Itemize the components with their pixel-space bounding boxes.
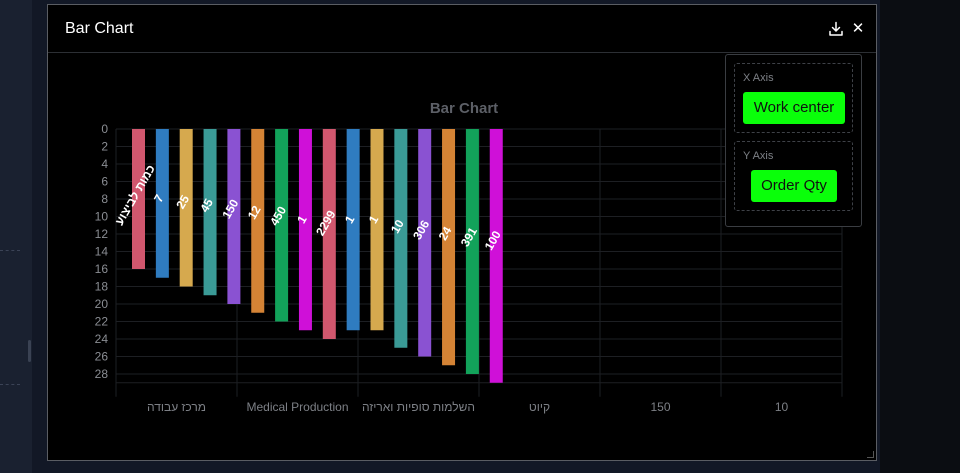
bar — [418, 129, 432, 357]
x-tick-label: השלמות סופיות ואריזה — [362, 400, 475, 414]
y-tick-label: 8 — [101, 192, 108, 206]
bar-series — [132, 129, 503, 383]
y-tick-label: 14 — [95, 245, 109, 259]
chart-grid — [115, 128, 843, 397]
y-tick-label: 28 — [95, 367, 109, 381]
bar — [275, 129, 289, 322]
x-axis: מרכז עבודה Medical Production השלמות סופיו… — [147, 400, 788, 414]
x-axis-dropzone[interactable]: X Axis Work center — [734, 63, 853, 133]
bar — [179, 129, 193, 287]
y-tick-label: 22 — [95, 315, 109, 329]
x-tick-label: 150 — [650, 400, 670, 414]
bar — [298, 129, 312, 331]
axis-selector-panel: X Axis Work center Y Axis Order Qty — [725, 54, 862, 227]
y-axis-dropzone[interactable]: Y Axis Order Qty — [734, 141, 853, 211]
bar — [251, 129, 265, 313]
bar — [132, 129, 145, 269]
x-axis-field-chip[interactable]: Work center — [743, 92, 845, 124]
bar — [155, 129, 169, 278]
y-tick-label: 10 — [95, 210, 109, 224]
x-axis-label: X Axis — [743, 72, 774, 84]
background-sidebar — [0, 0, 32, 473]
x-tick-label: קיוט — [529, 400, 550, 414]
y-tick-label: 18 — [95, 280, 109, 294]
chart-modal: Bar Chart ✕ Bar Chart 0 2 4 6 8 10 12 14 16 18 20 2… — [47, 4, 877, 461]
download-icon[interactable] — [826, 19, 846, 39]
y-tick-label: 12 — [95, 227, 109, 241]
x-tick-label: 10 — [775, 400, 789, 414]
chart-area: Bar Chart 0 2 4 6 8 10 12 14 16 18 20 22 24 26 28 מרכז… — [48, 53, 876, 460]
y-tick-label: 4 — [101, 157, 108, 171]
sidebar-divider — [0, 250, 20, 252]
y-tick-label: 16 — [95, 262, 109, 276]
modal-title: Bar Chart — [65, 20, 134, 37]
y-tick-label: 24 — [95, 332, 109, 346]
data-label: 24 — [436, 224, 455, 243]
data-label: 25 — [173, 192, 192, 211]
y-tick-label: 6 — [101, 175, 108, 189]
bar — [227, 129, 241, 304]
bar — [489, 129, 503, 383]
bar — [465, 129, 479, 374]
y-axis-field-chip[interactable]: Order Qty — [751, 170, 837, 202]
modal-header: Bar Chart ✕ — [48, 5, 876, 53]
y-tick-label: 0 — [101, 122, 108, 136]
data-label: 10 — [388, 217, 407, 236]
bar — [394, 129, 408, 348]
background-overlay — [880, 0, 960, 473]
bar — [442, 129, 456, 366]
close-icon[interactable]: ✕ — [851, 20, 865, 37]
x-tick-label: Medical Production — [246, 400, 348, 414]
y-tick-label: 26 — [95, 350, 109, 364]
chart-title: Bar Chart — [430, 100, 498, 117]
y-axis-label: Y Axis — [743, 150, 774, 162]
data-label: 12 — [245, 203, 264, 222]
bar — [370, 129, 384, 331]
bar — [346, 129, 360, 331]
sidebar-divider — [0, 384, 20, 386]
data-label: 45 — [197, 196, 216, 215]
x-tick-label: מרכז עבודה — [147, 400, 206, 414]
y-tick-label: 2 — [101, 140, 108, 154]
scroll-handle[interactable] — [28, 340, 31, 362]
bar — [322, 129, 336, 339]
y-tick-label: 20 — [95, 297, 109, 311]
resize-handle[interactable] — [867, 451, 874, 458]
bar — [203, 129, 217, 296]
